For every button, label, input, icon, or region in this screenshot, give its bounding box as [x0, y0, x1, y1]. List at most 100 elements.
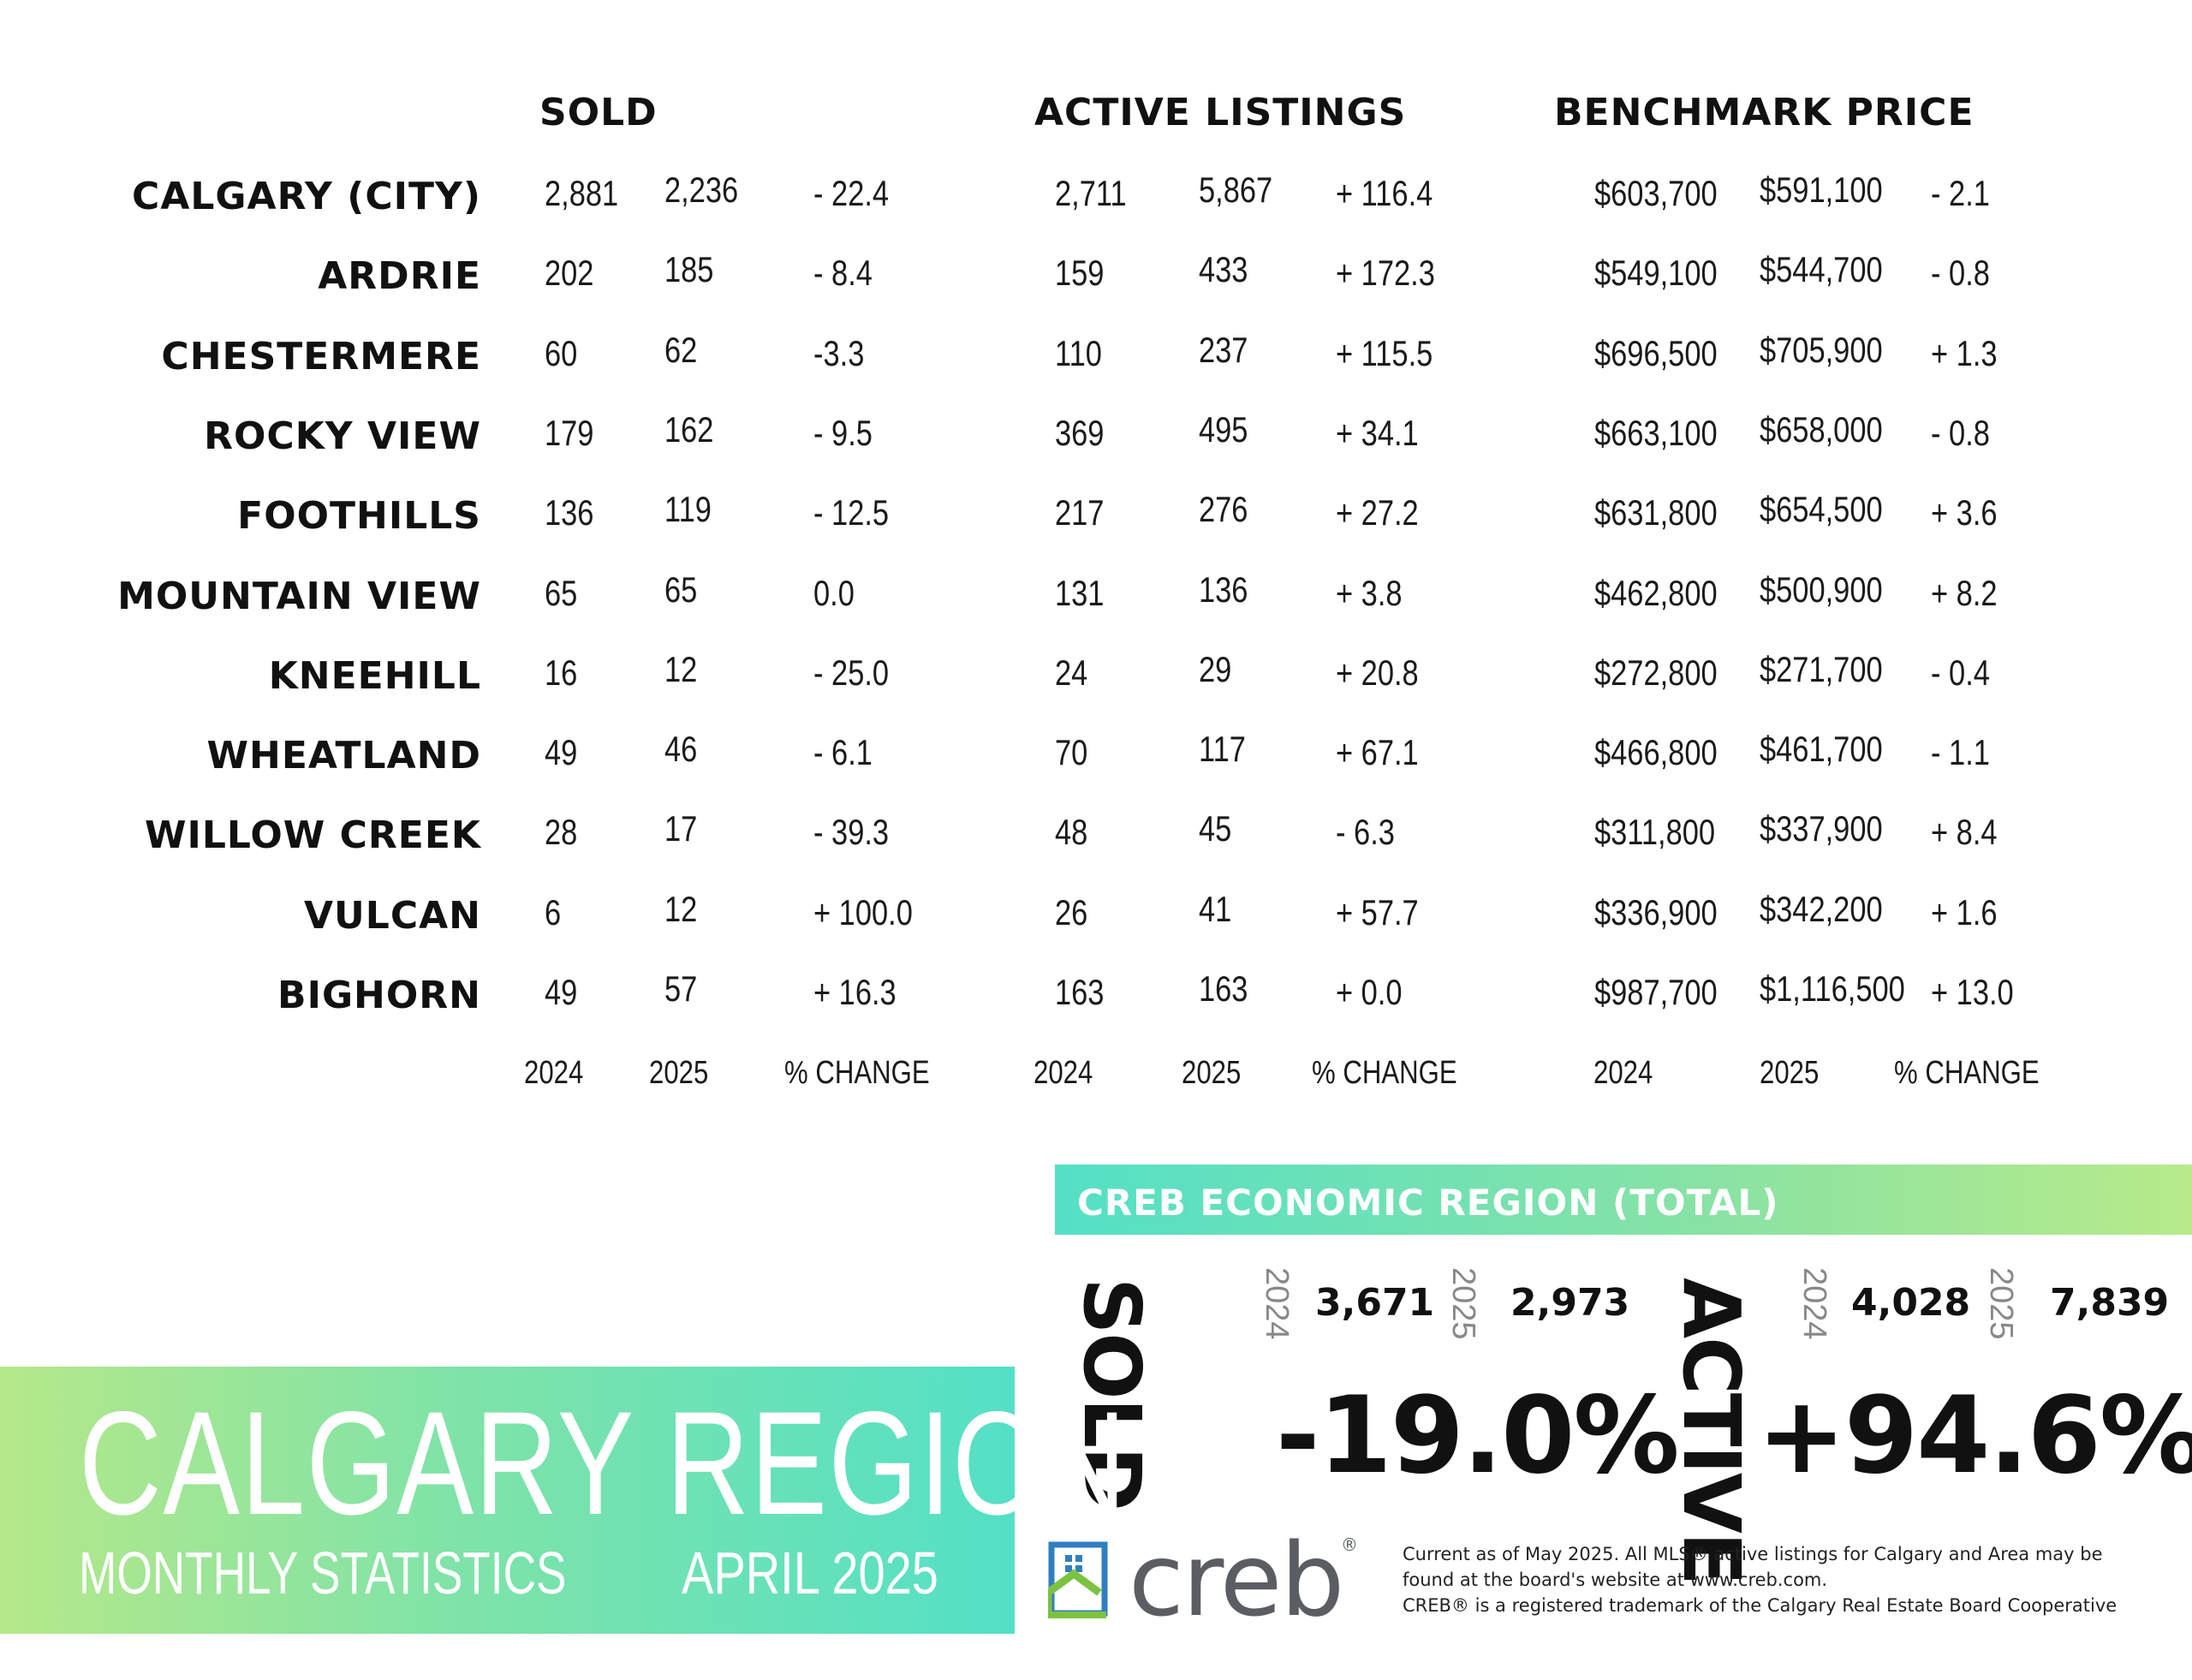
- creb-logo-registered: ®: [1341, 1534, 1358, 1555]
- price-2025-cell: $658,000: [1760, 409, 1883, 450]
- price-2024-cell: $603,700: [1594, 173, 1718, 213]
- price-change-cell: - 0.4: [1931, 652, 1990, 693]
- calgary-region-banner: [0, 1367, 1015, 1634]
- active-year-2024-label: 2024: [1033, 1055, 1093, 1091]
- sold-2024-cell: 136: [545, 492, 594, 533]
- price-change-cell: - 1.1: [1931, 732, 1990, 772]
- sold-change-cell: - 8.4: [813, 253, 873, 293]
- active-2024-cell: 159: [1055, 253, 1105, 293]
- price-2025-cell: $461,700: [1760, 729, 1883, 769]
- price-year-2024-label: 2024: [1593, 1055, 1653, 1091]
- sold-change-cell: - 25.0: [813, 652, 890, 693]
- total-sold-percent-change: -19.0%: [1276, 1374, 1680, 1498]
- sold-2024-cell: 16: [545, 652, 578, 693]
- sold-change-cell: - 9.5: [813, 413, 873, 453]
- price-2024-cell: $336,900: [1594, 892, 1718, 932]
- sold-2025-cell: 162: [664, 409, 714, 450]
- active-2025-cell: 45: [1199, 808, 1232, 849]
- total-sold-2025: 2,973: [1510, 1281, 1630, 1325]
- active-2024-cell: 24: [1055, 652, 1088, 693]
- creb-total-title: CREB ECONOMIC REGION (TOTAL): [1077, 1182, 1779, 1224]
- active-2024-cell: 70: [1055, 732, 1088, 772]
- region-label: FOOTHILLS: [237, 494, 481, 538]
- sold-2025-cell: 12: [664, 889, 698, 929]
- sold-2025-cell: 46: [664, 729, 698, 769]
- sold-header: SOLD: [539, 91, 658, 134]
- creb-total-band: [1055, 1165, 2192, 1235]
- sold-2025-cell: 185: [664, 249, 714, 289]
- price-2024-cell: $272,800: [1594, 652, 1718, 693]
- price-2025-cell: $500,900: [1760, 569, 1883, 610]
- active-2024-cell: 131: [1055, 573, 1105, 613]
- total-sold-year-2024: 2024: [1259, 1267, 1295, 1340]
- sold-2025-cell: 119: [664, 489, 712, 529]
- active-2025-cell: 276: [1199, 489, 1248, 529]
- price-2025-cell: $271,700: [1760, 649, 1883, 689]
- sold-change-cell: + 100.0: [813, 892, 913, 932]
- price-2024-cell: $696,500: [1594, 333, 1718, 373]
- creb-logo-word: creb: [1129, 1521, 1344, 1639]
- active-change-cell: + 3.8: [1336, 573, 1403, 613]
- sold-2024-cell: 49: [545, 732, 578, 772]
- sold-2024-cell: 28: [545, 812, 578, 852]
- total-active-2025: 7,839: [2050, 1281, 2170, 1325]
- region-label: WILLOW CREEK: [144, 813, 481, 857]
- price-2025-cell: $591,100: [1760, 170, 1883, 210]
- price-2024-cell: $549,100: [1594, 253, 1718, 293]
- active-2024-cell: 48: [1055, 812, 1088, 852]
- active-change-cell: + 27.2: [1336, 492, 1419, 533]
- footnote-line-3: CREB® is a registered trademark of the C…: [1403, 1595, 2118, 1616]
- sold-2024-cell: 202: [545, 253, 594, 293]
- active-2025-cell: 117: [1199, 729, 1246, 769]
- active-change-cell: + 0.0: [1336, 972, 1403, 1012]
- active-2024-cell: 110: [1055, 333, 1102, 373]
- total-active-year-2025: 2025: [1983, 1267, 2019, 1340]
- total-active-2024: 4,028: [1851, 1281, 1971, 1325]
- price-2024-cell: $466,800: [1594, 732, 1718, 772]
- total-active-percent-change: +94.6%: [1757, 1374, 2192, 1498]
- sold-change-cell: - 22.4: [813, 173, 890, 213]
- sold-change-cell: + 16.3: [813, 972, 896, 1012]
- region-label: MOUNTAIN VIEW: [117, 575, 481, 618]
- active-change-label: % CHANGE: [1312, 1055, 1457, 1091]
- active-2024-cell: 217: [1055, 492, 1105, 533]
- active-2025-cell: 29: [1199, 649, 1232, 689]
- active-2024-cell: 369: [1055, 413, 1105, 453]
- price-change-cell: + 13.0: [1931, 972, 2014, 1012]
- active-2025-cell: 237: [1199, 330, 1248, 370]
- sold-2024-cell: 2,881: [545, 173, 619, 213]
- price-change-cell: - 2.1: [1931, 173, 1990, 213]
- region-label: VULCAN: [304, 894, 481, 938]
- sold-2025-cell: 2,236: [664, 170, 739, 210]
- creb-logo-icon: [1048, 1541, 1108, 1618]
- active-change-cell: + 115.5: [1336, 333, 1433, 373]
- total-active-label: ACTIVE: [1665, 1278, 1757, 1584]
- price-2024-cell: $663,100: [1594, 413, 1718, 453]
- total-active-year-2024: 2024: [1796, 1267, 1832, 1340]
- sold-change-cell: - 12.5: [813, 492, 890, 533]
- price-change-cell: + 1.6: [1931, 892, 1998, 932]
- sold-2025-cell: 57: [664, 968, 698, 1009]
- price-2024-cell: $631,800: [1594, 492, 1718, 533]
- sold-2024-cell: 65: [545, 573, 578, 613]
- banner-title: CALGARY REGION: [79, 1381, 1128, 1546]
- active-2025-cell: 163: [1199, 968, 1248, 1009]
- price-2025-cell: $544,700: [1760, 249, 1883, 289]
- banner-date: APRIL 2025: [682, 1540, 938, 1606]
- active-year-2025-label: 2025: [1182, 1055, 1242, 1091]
- region-label: ARDRIE: [318, 254, 481, 298]
- sold-change-cell: 0.0: [813, 573, 855, 613]
- total-sold-2024: 3,671: [1315, 1281, 1435, 1325]
- active-2025-cell: 41: [1199, 889, 1232, 929]
- price-2025-cell: $654,500: [1760, 489, 1883, 529]
- price-2025-cell: $342,200: [1760, 889, 1883, 929]
- active-2025-cell: 495: [1199, 409, 1248, 450]
- price-change-cell: - 0.8: [1931, 253, 1990, 293]
- active-change-cell: + 20.8: [1336, 652, 1419, 693]
- active-listings-header: ACTIVE LISTINGS: [1034, 91, 1407, 134]
- price-2024-cell: $462,800: [1594, 573, 1718, 613]
- sold-change-cell: - 39.3: [813, 812, 890, 852]
- sold-2025-cell: 17: [664, 808, 698, 849]
- active-change-cell: - 6.3: [1336, 812, 1395, 852]
- price-change-cell: + 8.4: [1931, 812, 1998, 852]
